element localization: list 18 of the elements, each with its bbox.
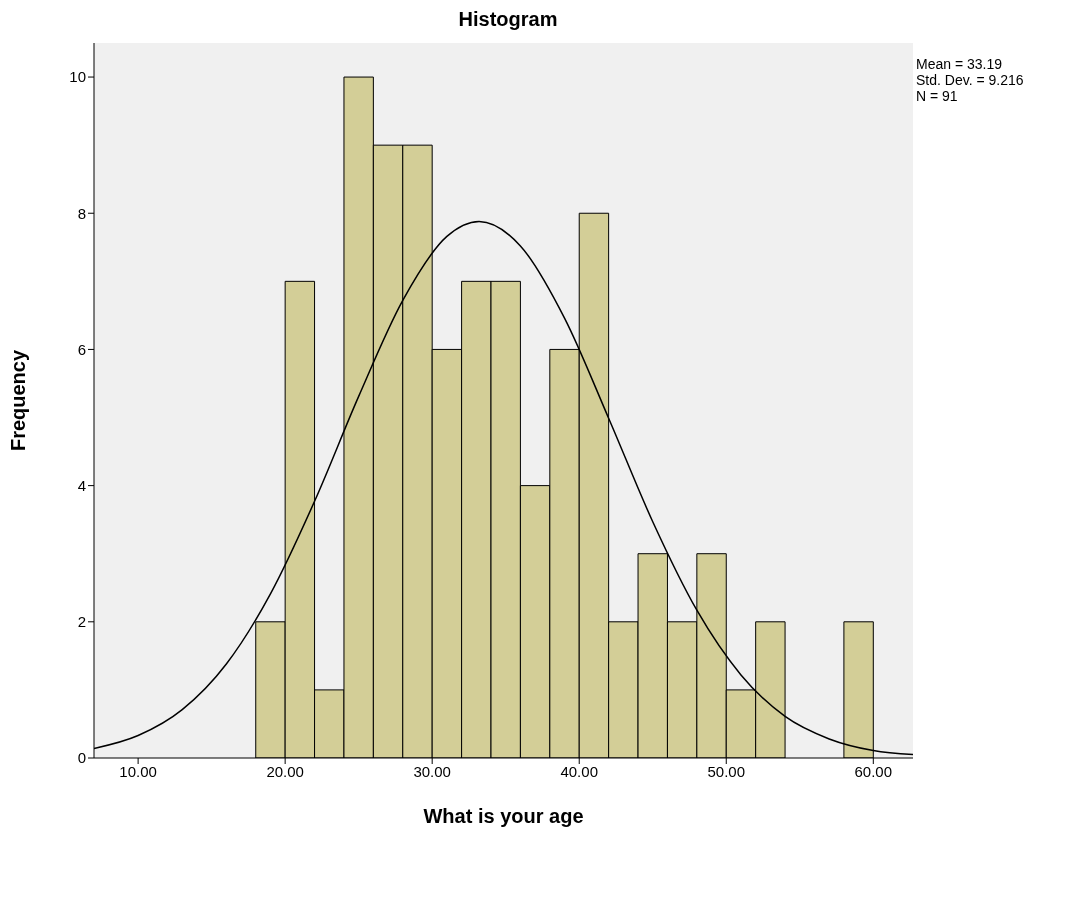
x-tick-label: 50.00 [707,762,746,780]
y-tick-label: 0 [77,749,86,767]
y-tick-label: 8 [77,204,86,222]
y-tick-label: 6 [77,340,86,358]
x-tick-label: 30.00 [413,762,451,780]
text: Std. Dev. = 9.216 [916,72,1024,88]
x-axis-title: What is your age [423,805,584,827]
y-tick-label: 10 [69,68,86,86]
y-tick-label: 4 [77,476,86,494]
y-tick-label: 2 [77,613,86,631]
x-tick-label: 20.00 [266,762,304,780]
y-axis-title: Frequency [7,349,30,452]
text: Mean = 33.19 [916,56,1003,72]
x-tick-label: 10.00 [119,762,157,780]
text: N = 91 [916,88,959,104]
x-tick-label: 60.00 [854,762,893,780]
chart-title: Histogram [457,8,559,31]
x-tick-label: 40.00 [560,762,598,780]
